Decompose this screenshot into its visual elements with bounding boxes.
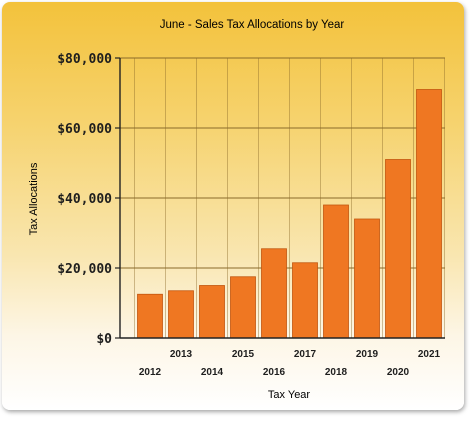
x-tick-label-2013: 2013 — [170, 349, 193, 360]
bar-2016 — [261, 248, 287, 339]
x-axis-label: Tax Year — [268, 389, 311, 401]
y-tick-labels: $0 $20,000 $40,000 $60,000 $80,000 — [57, 52, 112, 347]
axes — [115, 57, 445, 339]
x-tick-label-2016: 2016 — [263, 367, 286, 378]
bar-2014 — [199, 285, 225, 339]
x-tick-label-2018: 2018 — [325, 367, 348, 378]
x-tick-labels: 2012 2013 2014 2015 2016 2017 2018 2019 2020 2021 — [139, 349, 441, 378]
bar-2013 — [168, 290, 194, 339]
bar-2021 — [416, 89, 442, 339]
bars — [137, 89, 442, 339]
x-tick-label-2012: 2012 — [139, 367, 162, 378]
x-tick-label-2017: 2017 — [294, 349, 317, 360]
x-tick-label-2021: 2021 — [418, 349, 441, 360]
x-tick-label-2014: 2014 — [201, 367, 224, 378]
x-tick-label-2015: 2015 — [232, 349, 255, 360]
y-tick-label-0: $0 — [96, 332, 112, 347]
bar-2015 — [230, 276, 256, 339]
y-axis-label: Tax Allocations — [28, 162, 40, 235]
chart-title: June - Sales Tax Allocations by Year — [160, 19, 345, 31]
y-tick-label-4: $80,000 — [57, 52, 112, 67]
x-tick-label-2020: 2020 — [387, 367, 410, 378]
y-tick-label-1: $20,000 — [57, 262, 112, 277]
bar-2019 — [354, 218, 380, 339]
y-tick-label-2: $40,000 — [57, 192, 112, 207]
x-tick-label-2019: 2019 — [356, 349, 379, 360]
bar-2017 — [292, 262, 318, 339]
bar-2012 — [137, 293, 163, 339]
bar-2018 — [323, 204, 349, 339]
bar-2020 — [385, 159, 411, 339]
y-tick-label-3: $60,000 — [57, 122, 112, 137]
gridlines — [120, 57, 445, 338]
